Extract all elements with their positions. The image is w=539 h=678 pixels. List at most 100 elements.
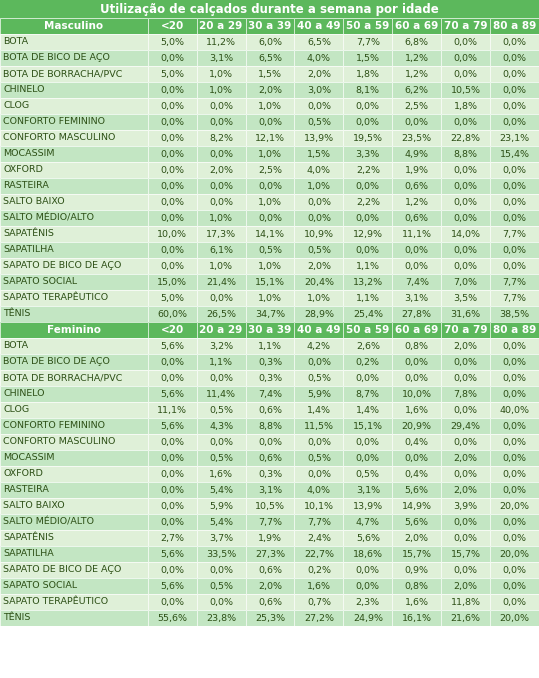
Bar: [0, 402, 148, 418]
Bar: [392, 450, 441, 466]
Bar: [246, 578, 294, 594]
Bar: [294, 386, 343, 402]
Bar: [148, 354, 197, 370]
Bar: [490, 402, 539, 418]
Bar: [246, 226, 294, 242]
Text: 1,6%: 1,6%: [405, 597, 429, 607]
Bar: [392, 386, 441, 402]
Text: 2,0%: 2,0%: [307, 70, 331, 79]
Bar: [148, 338, 197, 354]
Bar: [294, 418, 343, 434]
Bar: [392, 578, 441, 594]
Bar: [148, 482, 197, 498]
Bar: [246, 338, 294, 354]
Text: 1,9%: 1,9%: [258, 534, 282, 542]
Bar: [0, 258, 148, 274]
Text: 1,1%: 1,1%: [356, 262, 380, 271]
Text: BOTA DE BICO DE AÇO: BOTA DE BICO DE AÇO: [3, 357, 110, 367]
Bar: [294, 114, 343, 130]
Bar: [490, 338, 539, 354]
Text: 1,2%: 1,2%: [405, 70, 429, 79]
Bar: [490, 338, 539, 354]
Bar: [294, 210, 343, 226]
Bar: [490, 354, 539, 370]
Text: <20: <20: [161, 21, 184, 31]
Bar: [0, 274, 148, 290]
Text: 2,7%: 2,7%: [160, 534, 184, 542]
Bar: [0, 530, 148, 546]
Bar: [343, 146, 392, 162]
Bar: [343, 610, 392, 626]
Bar: [490, 98, 539, 114]
Bar: [392, 66, 441, 82]
Bar: [246, 514, 294, 530]
Text: 2,0%: 2,0%: [209, 165, 233, 174]
Text: 60,0%: 60,0%: [157, 309, 187, 319]
Text: RASTEIRA: RASTEIRA: [3, 182, 49, 191]
Bar: [0, 306, 148, 322]
Text: 0,5%: 0,5%: [307, 454, 331, 462]
Bar: [343, 466, 392, 482]
Bar: [441, 578, 490, 594]
Text: 0,5%: 0,5%: [356, 469, 380, 479]
Text: 0,5%: 0,5%: [307, 245, 331, 254]
Text: BOTA: BOTA: [3, 342, 28, 351]
Bar: [343, 98, 392, 114]
Bar: [490, 530, 539, 546]
Bar: [0, 482, 148, 498]
Bar: [441, 402, 490, 418]
Bar: [0, 338, 148, 354]
Text: 0,0%: 0,0%: [454, 437, 478, 447]
Bar: [197, 18, 246, 34]
Bar: [343, 450, 392, 466]
Text: 0,0%: 0,0%: [502, 454, 527, 462]
Text: 0,0%: 0,0%: [405, 374, 429, 382]
Bar: [197, 466, 246, 482]
Bar: [392, 194, 441, 210]
Bar: [343, 34, 392, 50]
Bar: [343, 434, 392, 450]
Bar: [148, 114, 197, 130]
Bar: [197, 514, 246, 530]
Bar: [490, 50, 539, 66]
Text: 8,8%: 8,8%: [258, 422, 282, 431]
Bar: [441, 498, 490, 514]
Bar: [441, 82, 490, 98]
Text: 2,0%: 2,0%: [258, 582, 282, 591]
Bar: [0, 34, 148, 50]
Bar: [343, 386, 392, 402]
Bar: [197, 114, 246, 130]
Text: 0,0%: 0,0%: [405, 245, 429, 254]
Text: 0,0%: 0,0%: [502, 85, 527, 94]
Bar: [294, 162, 343, 178]
Bar: [0, 34, 148, 50]
Bar: [490, 354, 539, 370]
Bar: [294, 82, 343, 98]
Bar: [441, 98, 490, 114]
Text: 10,5%: 10,5%: [451, 85, 481, 94]
Bar: [246, 274, 294, 290]
Text: 20,0%: 20,0%: [500, 614, 529, 622]
Bar: [0, 98, 148, 114]
Bar: [148, 450, 197, 466]
Bar: [197, 242, 246, 258]
Bar: [0, 114, 148, 130]
Text: 0,0%: 0,0%: [307, 437, 331, 447]
Bar: [197, 610, 246, 626]
Text: 20,4%: 20,4%: [304, 277, 334, 287]
Bar: [392, 66, 441, 82]
Text: 0,0%: 0,0%: [160, 485, 184, 494]
Bar: [490, 130, 539, 146]
Bar: [197, 322, 246, 338]
Bar: [0, 290, 148, 306]
Bar: [294, 18, 343, 34]
Text: 0,0%: 0,0%: [209, 597, 233, 607]
Bar: [441, 34, 490, 50]
Text: 38,5%: 38,5%: [500, 309, 530, 319]
Bar: [0, 386, 148, 402]
Text: 7,7%: 7,7%: [258, 517, 282, 527]
Bar: [0, 434, 148, 450]
Text: 4,9%: 4,9%: [405, 150, 429, 159]
Bar: [294, 450, 343, 466]
Bar: [197, 482, 246, 498]
